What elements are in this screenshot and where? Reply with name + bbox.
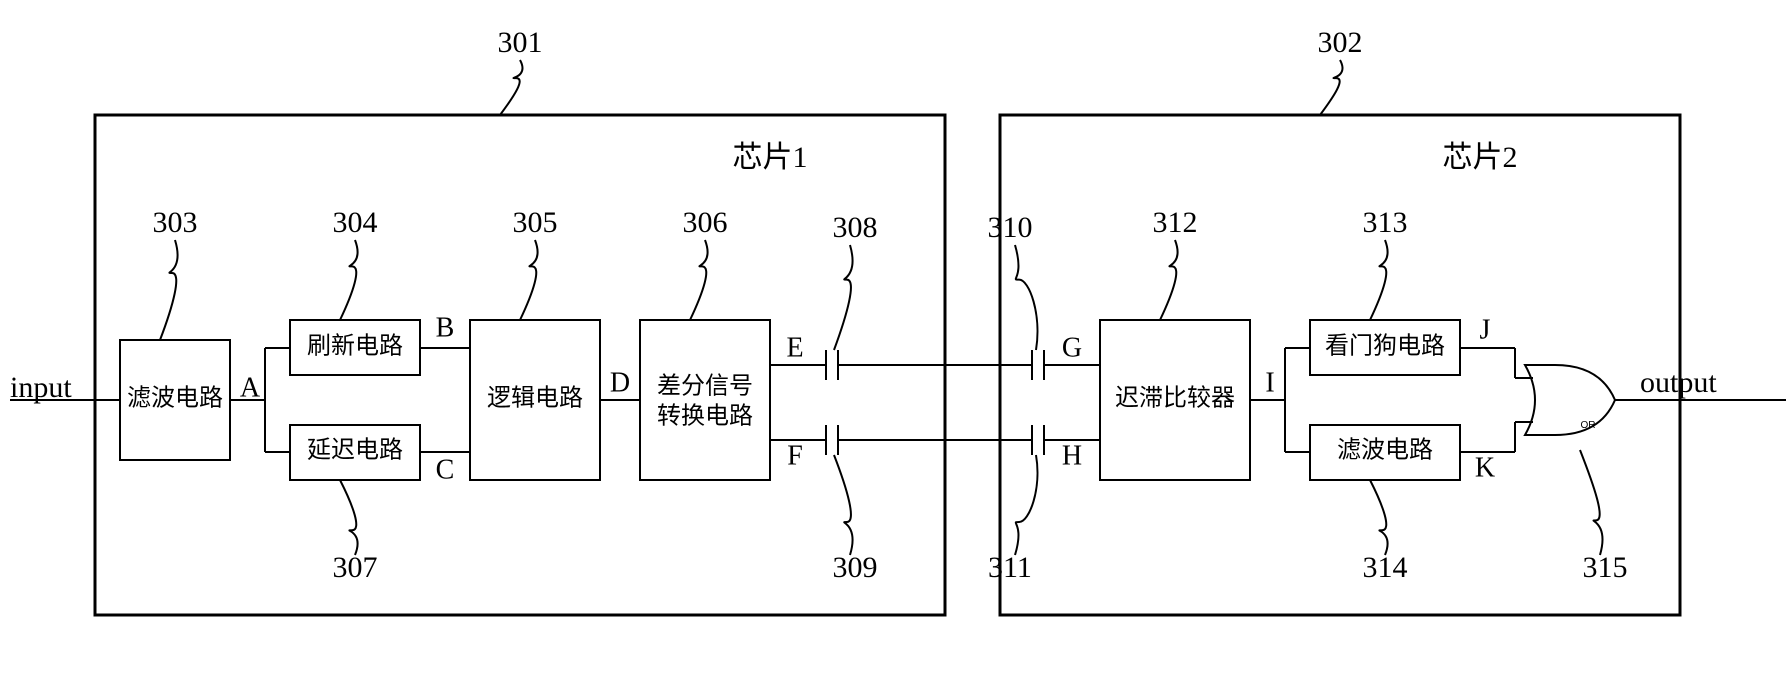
ref-leader-304 <box>340 240 358 320</box>
ref-leader-313 <box>1370 240 1388 320</box>
block-watchdog-label: 看门狗电路 <box>1325 333 1445 360</box>
ref-leader-303 <box>160 240 178 340</box>
block-filter1-label: 滤波电路 <box>127 385 223 412</box>
node-C: C <box>436 454 455 485</box>
block-delay-label: 延迟电路 <box>307 437 403 464</box>
node-J: J <box>1480 314 1491 345</box>
circuit-diagram: 芯片1 芯片2 input output 滤波电路 A 刷新电路 延迟电路 B … <box>0 0 1786 699</box>
block-logic-label: 逻辑电路 <box>487 385 583 412</box>
ref-leader-306 <box>690 240 708 320</box>
cap-309 <box>826 425 838 455</box>
node-I: I <box>1265 367 1274 398</box>
ref-text-307: 307 <box>333 551 378 584</box>
node-B: B <box>436 312 455 343</box>
ref-text-302: 302 <box>1318 26 1363 59</box>
ref-text-301: 301 <box>498 26 543 59</box>
ref-text-309: 309 <box>833 551 878 584</box>
ref-leader-305 <box>520 240 538 320</box>
ref-leader-307 <box>340 480 358 555</box>
ref-leader-310 <box>1015 245 1037 350</box>
ref-leader-308 <box>834 245 853 350</box>
ref-text-306: 306 <box>683 206 728 239</box>
ref-text-311: 311 <box>988 551 1032 584</box>
node-E: E <box>786 332 803 363</box>
ref-leader-314 <box>1370 480 1388 555</box>
node-D: D <box>610 367 630 398</box>
ref-text-308: 308 <box>833 211 878 244</box>
ref-text-314: 314 <box>1363 551 1408 584</box>
ref-leader-312 <box>1160 240 1178 320</box>
block-diff-label-l1: 差分信号 <box>657 373 753 400</box>
ref-leader-311 <box>1015 455 1037 555</box>
chip2-box <box>1000 115 1680 615</box>
ref-text-304: 304 <box>333 206 378 239</box>
ref-text-305: 305 <box>513 206 558 239</box>
ref-leader-302 <box>1320 60 1342 115</box>
cap-308 <box>826 350 838 380</box>
cap-311 <box>1032 425 1044 455</box>
node-A: A <box>240 372 261 403</box>
block-refresh-label: 刷新电路 <box>307 333 403 360</box>
block-hyst-label: 迟滞比较器 <box>1115 385 1235 412</box>
node-G: G <box>1062 332 1082 363</box>
ref-text-315: 315 <box>1583 551 1628 584</box>
chip2-title: 芯片2 <box>1443 141 1518 174</box>
ref-text-313: 313 <box>1363 206 1408 239</box>
block-diff-label-l2: 转换电路 <box>657 403 753 430</box>
block-diff <box>640 320 770 480</box>
ref-texts: 301 302 303 304 305 306 307 308 309 310 311 312 313 3… <box>153 26 1628 584</box>
node-K: K <box>1475 452 1495 483</box>
ref-leader-315 <box>1580 450 1602 555</box>
cap-310 <box>1032 350 1044 380</box>
chip1-title: 芯片1 <box>733 141 808 174</box>
node-H: H <box>1062 440 1082 471</box>
or-gate-text: OR <box>1581 420 1596 431</box>
ref-text-303: 303 <box>153 206 198 239</box>
output-label: output <box>1640 366 1717 399</box>
node-F: F <box>787 440 803 471</box>
or-gate <box>1525 365 1615 435</box>
ref-text-312: 312 <box>1153 206 1198 239</box>
ref-leader-301 <box>500 60 522 115</box>
ref-text-310: 310 <box>988 211 1033 244</box>
ref-leader-309 <box>834 455 853 555</box>
input-label: input <box>10 371 72 404</box>
block-filter2-label: 滤波电路 <box>1337 437 1433 464</box>
